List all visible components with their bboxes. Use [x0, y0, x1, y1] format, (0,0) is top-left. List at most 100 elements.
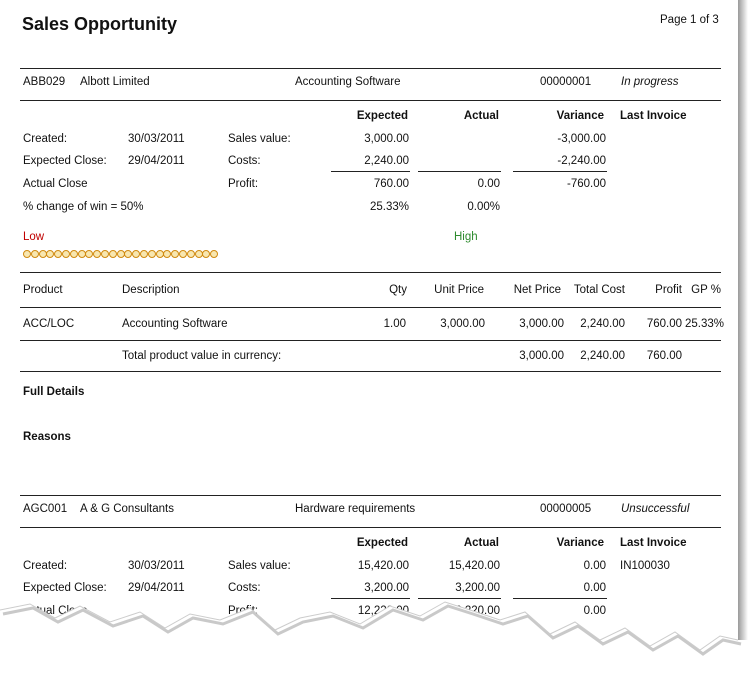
opportunity-description: Hardware requirements — [295, 503, 416, 515]
variance-value: -760.00 — [566, 178, 606, 190]
measure-label: Costs: — [228, 582, 261, 594]
scale-dot — [69, 250, 78, 258]
scale-dot — [108, 250, 117, 258]
row-label: Expected Close: — [23, 155, 107, 167]
scale-dot — [202, 250, 211, 258]
rule — [20, 371, 721, 372]
scale-dot — [54, 250, 63, 258]
row-label: Expected Close: — [23, 582, 107, 594]
scale-dot — [124, 250, 133, 258]
measure-label: Profit: — [228, 178, 259, 190]
opportunity-number: 00000005 — [540, 503, 592, 515]
scale-dot — [85, 250, 94, 258]
customer-name: Albott Limited — [80, 76, 150, 88]
scale-dot — [147, 250, 156, 258]
scale-dot — [101, 250, 109, 258]
expected-value: 2,240.00 — [364, 155, 409, 167]
variance-value: 0.00 — [583, 605, 606, 617]
rule — [513, 171, 607, 172]
rule — [20, 68, 721, 69]
scale-dot — [155, 250, 164, 258]
scale-dot — [46, 250, 55, 258]
rule — [418, 598, 501, 599]
product-header: GP % — [691, 284, 721, 296]
scale-dot — [116, 250, 125, 258]
expected-value: 3,200.00 — [364, 582, 409, 594]
expected-percent: 25.33% — [369, 201, 409, 213]
rule — [20, 272, 721, 273]
row-label: Created: — [23, 133, 68, 145]
rule — [331, 598, 410, 599]
scale-low: Low — [23, 231, 45, 243]
product-cell: Accounting Software — [122, 318, 228, 330]
column-header: Variance — [556, 110, 604, 122]
measure-label: Costs: — [228, 155, 261, 167]
total-label: Total product value in currency: — [122, 350, 282, 362]
scale-dot — [140, 250, 148, 258]
variance-value: 0.00 — [583, 582, 606, 594]
rule — [20, 307, 721, 308]
column-header: Variance — [556, 537, 604, 549]
measure-label: Sales value: — [228, 560, 291, 572]
scale-dot — [171, 250, 180, 258]
scale-dot — [163, 250, 172, 258]
expected-value: 3,000.00 — [364, 133, 409, 145]
product-header: Product — [23, 284, 63, 296]
date: 29/04/2011 — [128, 582, 185, 594]
opportunity-number: 00000001 — [540, 76, 592, 88]
actual-value: 3,200.00 — [455, 582, 500, 594]
product-header: Total Cost — [573, 284, 625, 296]
scale-dot — [194, 250, 203, 258]
account-code: AGC001 — [23, 503, 68, 515]
status: Unsuccessful — [621, 503, 690, 515]
variance-value: 0.00 — [583, 560, 606, 572]
date: 30/03/2011 — [128, 133, 185, 145]
scale-dot — [93, 250, 102, 258]
row-label: Actual Close — [23, 178, 88, 190]
page-number: Page 1 of 3 — [660, 14, 719, 26]
customer-name: A & G Consultants — [80, 503, 174, 515]
scale-dot — [62, 250, 70, 258]
rule — [513, 598, 607, 599]
product-header: Unit Price — [434, 284, 484, 296]
product-cell: 760.00 — [646, 318, 682, 330]
scale-high: High — [454, 231, 478, 243]
opportunity-description: Accounting Software — [295, 76, 401, 88]
section-heading: Full Details — [23, 386, 85, 398]
variance-value: -3,000.00 — [557, 133, 606, 145]
scale-dot — [38, 250, 47, 258]
scale-dot — [30, 250, 39, 258]
scale-dot — [132, 250, 141, 258]
date: 29/04/2011 — [128, 155, 185, 167]
actual-value: 15,420.00 — [448, 560, 500, 572]
column-header: Actual — [463, 110, 499, 122]
variance-value: -2,240.00 — [557, 155, 606, 167]
expected-value: 15,420.00 — [357, 560, 409, 572]
actual-percent: 0.00% — [467, 201, 500, 213]
total-net-price: 3,000.00 — [519, 350, 564, 362]
actual-value: 0.00 — [477, 178, 500, 190]
scale-dot — [179, 250, 187, 258]
rule — [20, 527, 721, 528]
column-header: Last Invoice — [620, 537, 687, 549]
report-title: Sales Opportunity — [22, 14, 178, 34]
product-cell: 3,000.00 — [440, 318, 485, 330]
measure-label: Sales value: — [228, 133, 291, 145]
product-header: Net Price — [513, 284, 561, 296]
scale-dot — [210, 250, 219, 258]
column-header: Expected — [356, 110, 408, 122]
column-header: Actual — [463, 537, 499, 549]
status: In progress — [621, 76, 679, 88]
product-cell: 1.00 — [383, 318, 406, 330]
section-heading: Reasons — [23, 431, 71, 443]
rule — [418, 171, 501, 172]
expected-value: 760.00 — [373, 178, 409, 190]
total-cost: 2,240.00 — [580, 350, 625, 362]
last-invoice: IN100030 — [620, 560, 670, 572]
total-profit: 760.00 — [646, 350, 682, 362]
rule — [331, 171, 410, 172]
scale-dot — [186, 250, 195, 258]
account-code: ABB029 — [23, 76, 66, 88]
product-header: Profit — [655, 284, 682, 296]
